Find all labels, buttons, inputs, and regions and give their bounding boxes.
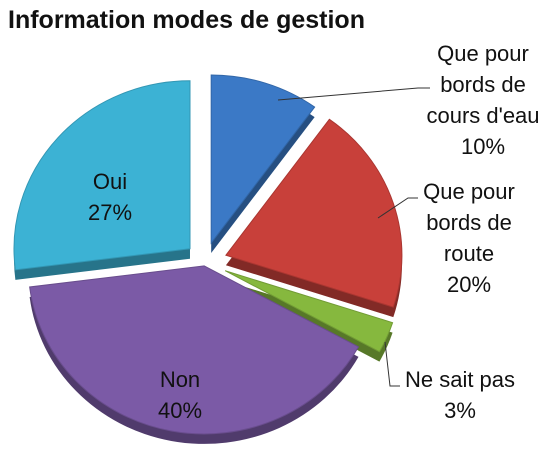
category-label: Que pour bords de cours d'eau <box>426 41 539 128</box>
slice-label: Non 40% <box>120 364 240 426</box>
slice-label: Que pour bords de cours d'eau 10% <box>418 38 539 162</box>
slice <box>210 74 316 245</box>
slice-label: Ne sait pas 3% <box>395 364 525 426</box>
category-label: Ne sait pas <box>404 367 516 392</box>
value-label: 10% <box>460 134 506 159</box>
slice-label: Que pour bords de route 20% <box>410 176 528 300</box>
value-label: 20% <box>446 272 492 297</box>
value-label: 3% <box>444 398 476 423</box>
slice <box>225 118 403 308</box>
category-label: Oui <box>92 169 128 194</box>
slice-label: Oui 27% <box>50 166 170 228</box>
leader-line <box>277 87 430 101</box>
category-label: Que pour bords de route <box>423 179 515 266</box>
chart-title: Information modes de gestion <box>8 6 365 34</box>
value-label: 40% <box>157 398 203 423</box>
leader-line <box>377 197 418 219</box>
leader-line <box>384 341 400 387</box>
slice <box>29 265 360 435</box>
value-label: 27% <box>87 200 133 225</box>
category-label: Non <box>159 367 201 392</box>
slice <box>13 80 191 271</box>
slice <box>224 270 394 353</box>
